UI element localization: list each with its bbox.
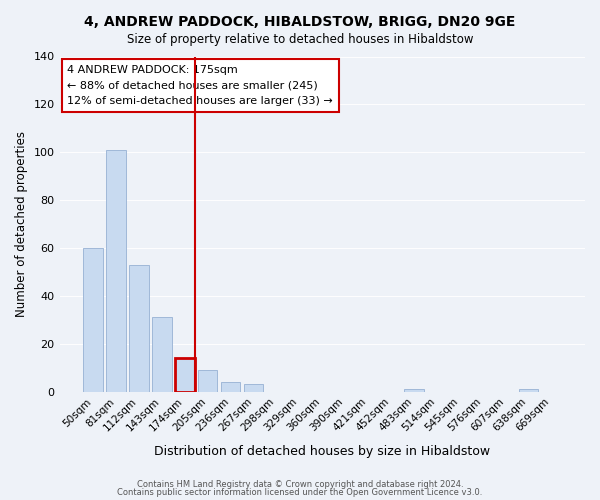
- Text: Contains public sector information licensed under the Open Government Licence v3: Contains public sector information licen…: [118, 488, 482, 497]
- Bar: [519, 390, 538, 392]
- X-axis label: Distribution of detached houses by size in Hibaldstow: Distribution of detached houses by size …: [154, 444, 490, 458]
- Bar: [244, 384, 263, 392]
- Text: Size of property relative to detached houses in Hibaldstow: Size of property relative to detached ho…: [127, 32, 473, 46]
- Bar: [221, 382, 241, 392]
- Bar: [198, 370, 217, 392]
- Text: 4, ANDREW PADDOCK, HIBALDSTOW, BRIGG, DN20 9GE: 4, ANDREW PADDOCK, HIBALDSTOW, BRIGG, DN…: [85, 15, 515, 29]
- Bar: [175, 358, 194, 392]
- Bar: [129, 265, 149, 392]
- Bar: [152, 318, 172, 392]
- Bar: [106, 150, 126, 392]
- Text: Contains HM Land Registry data © Crown copyright and database right 2024.: Contains HM Land Registry data © Crown c…: [137, 480, 463, 489]
- Bar: [83, 248, 103, 392]
- Text: 4 ANDREW PADDOCK: 175sqm
← 88% of detached houses are smaller (245)
12% of semi-: 4 ANDREW PADDOCK: 175sqm ← 88% of detach…: [67, 65, 333, 106]
- Bar: [404, 390, 424, 392]
- Y-axis label: Number of detached properties: Number of detached properties: [15, 131, 28, 317]
